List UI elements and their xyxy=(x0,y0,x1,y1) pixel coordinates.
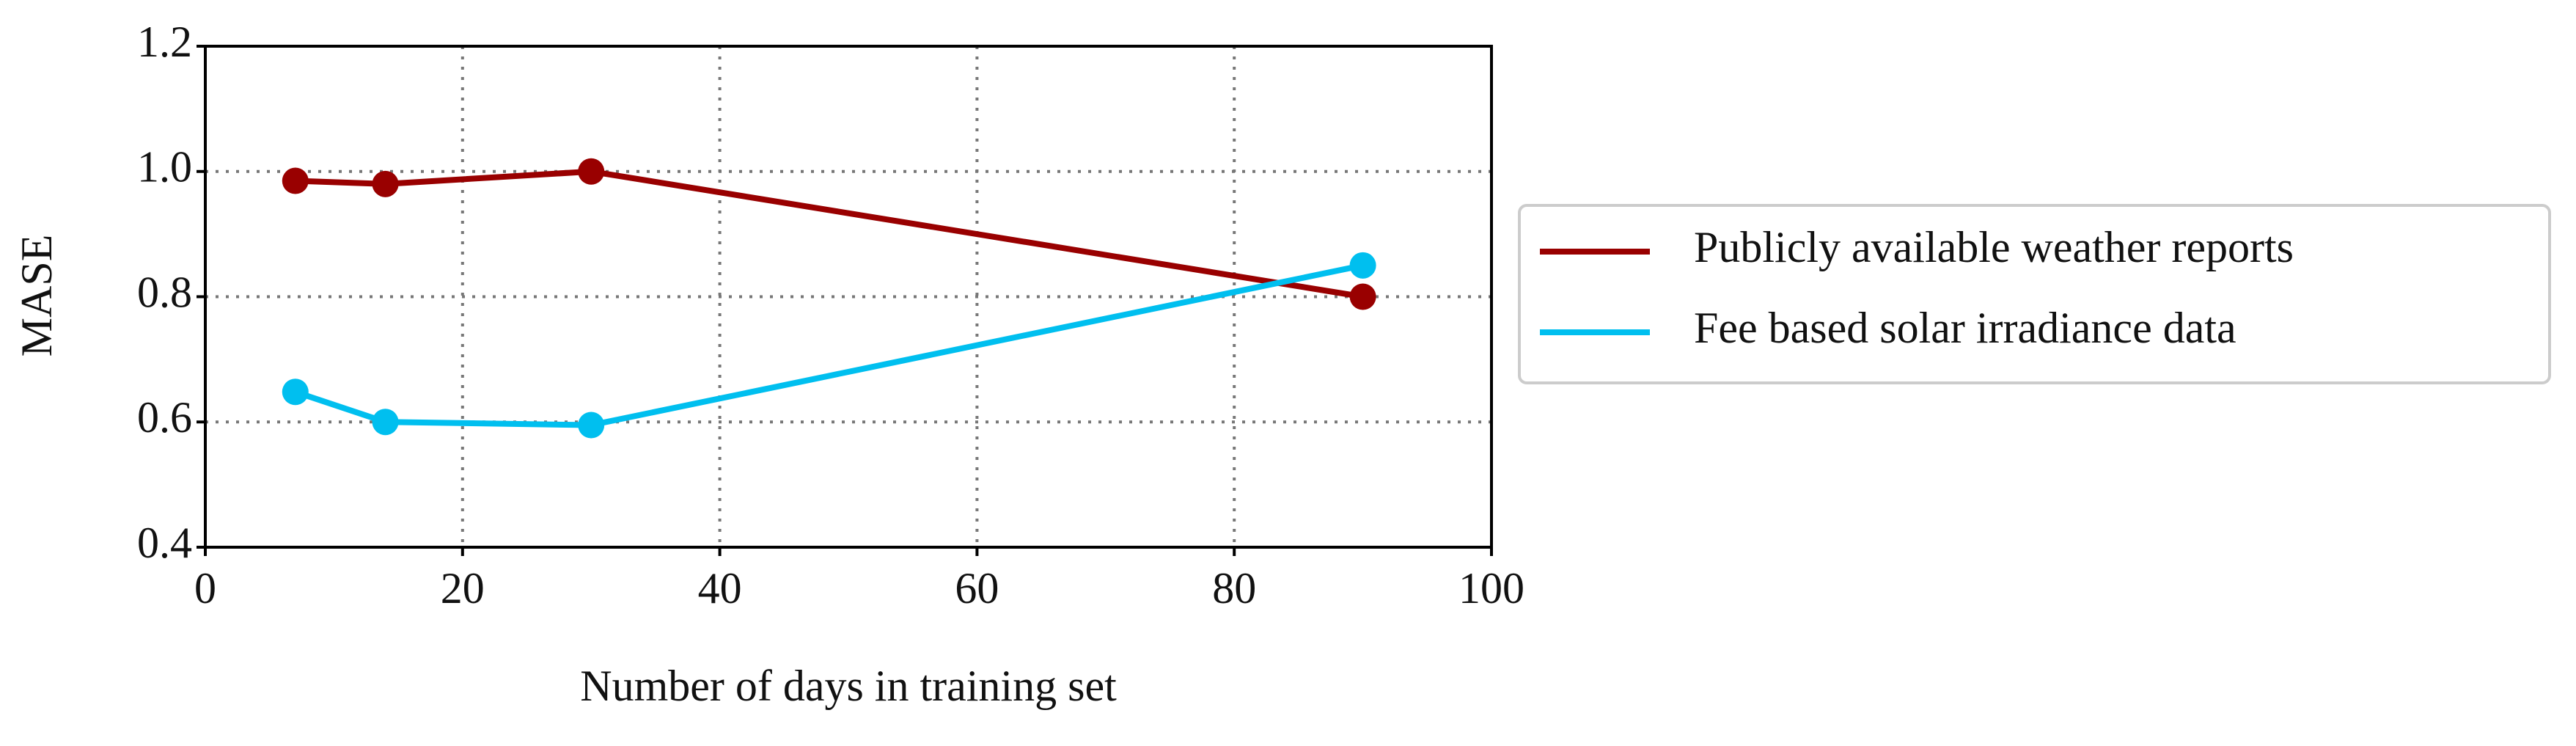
y-tick-label: 1.2 xyxy=(137,18,192,66)
x-tick-label: 20 xyxy=(441,564,485,612)
x-axis-label: Number of days in training set xyxy=(580,662,1117,710)
line xyxy=(294,262,1364,428)
x-tick-label: 100 xyxy=(1458,564,1524,612)
x-tick-label: 80 xyxy=(1212,564,1256,612)
point xyxy=(578,158,605,185)
x-tick-label: 0 xyxy=(194,564,216,612)
x-tick-label: 60 xyxy=(955,564,999,612)
line xyxy=(295,168,1364,300)
x-tick-label: 40 xyxy=(698,564,742,612)
point xyxy=(282,167,309,194)
point xyxy=(1349,252,1376,279)
point xyxy=(372,409,399,436)
point xyxy=(282,379,309,406)
point xyxy=(1349,283,1376,310)
y-tick-label: 1.0 xyxy=(137,143,192,191)
y-tick-label: 0.6 xyxy=(137,393,192,442)
plot-frame xyxy=(204,45,1493,549)
legend-box xyxy=(1518,204,2551,384)
y-axis-label: MASE xyxy=(12,235,61,357)
point xyxy=(578,412,605,439)
y-tick-label: 0.8 xyxy=(137,268,192,316)
legend-label: Fee based solar irradiance data xyxy=(1694,304,2236,352)
point xyxy=(372,170,399,197)
legend-label: Publicly available weather reports xyxy=(1694,223,2294,271)
y-tick-label: 0.4 xyxy=(137,519,192,567)
